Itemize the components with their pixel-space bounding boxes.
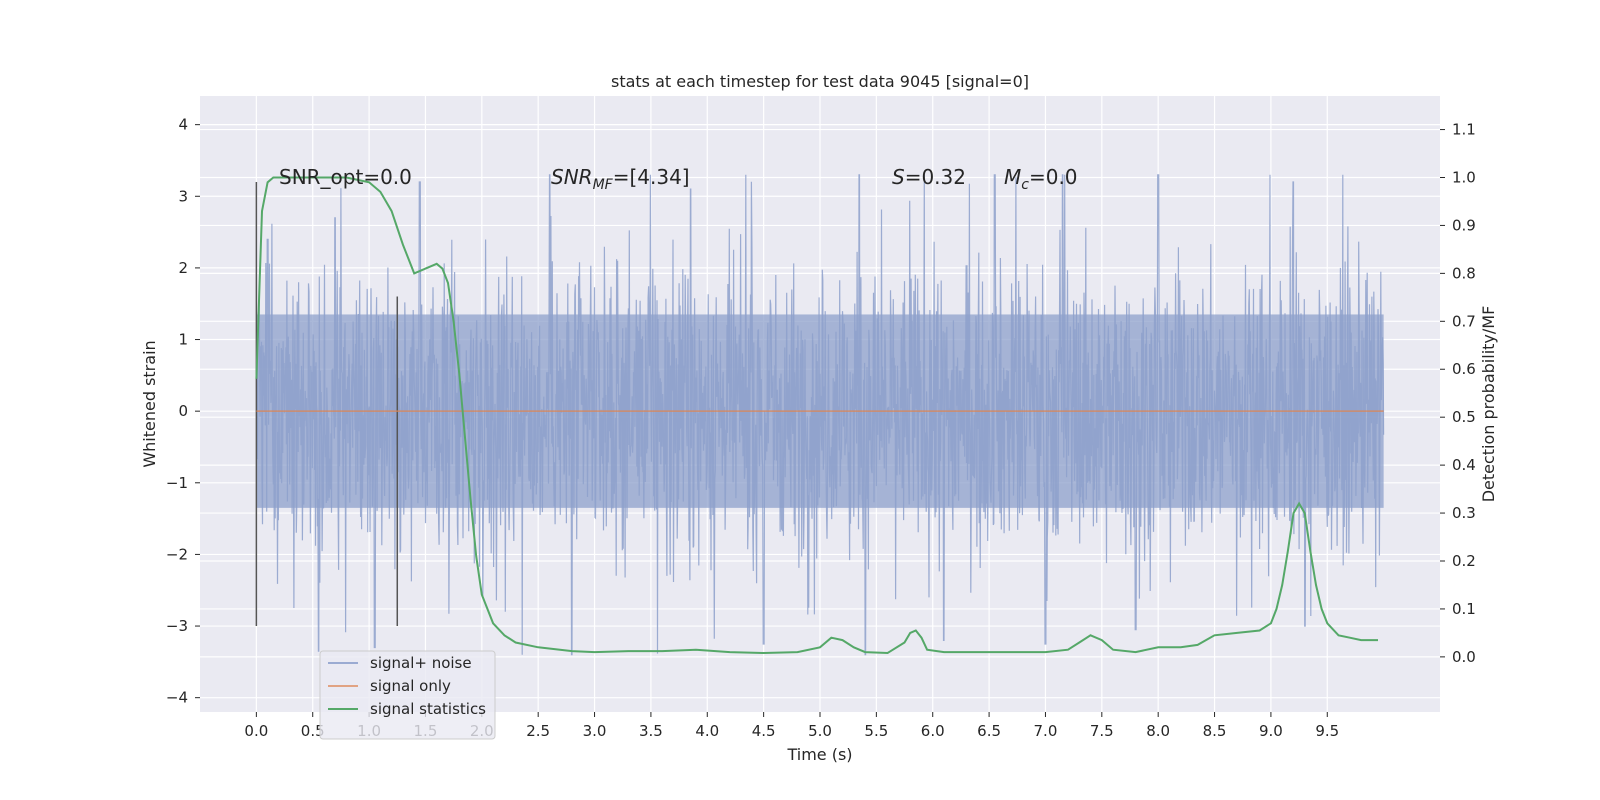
y-tick-label: 4: [178, 116, 188, 134]
y2-axis-label: Detection probability/MF: [1479, 306, 1498, 503]
y2-tick-label: 0.7: [1452, 312, 1476, 330]
legend-box: [319, 650, 496, 740]
y-tick-label: 3: [178, 187, 188, 205]
annotations: SNR_opt=0.0 SNRMF=[4.34] S=0.32 Mc=0.0: [279, 165, 1078, 193]
y-tick-label: −4: [166, 689, 188, 707]
annotation-mc-value: =0.0: [1029, 165, 1078, 189]
y-tick-label: −3: [166, 617, 188, 635]
y2-tick-label: 0.2: [1452, 552, 1476, 570]
y2-tick-label: 0.5: [1452, 408, 1476, 426]
y-tick-label: 0: [178, 402, 188, 420]
y2-tick-label: 1.1: [1452, 121, 1476, 139]
x-tick-label: 2.5: [526, 722, 550, 740]
legend: signal+ noise signal only signal statist…: [319, 650, 496, 740]
signal-statistics-line: [255, 176, 1378, 655]
y-axis-ticks: 4 3 2 1 0 −1 −2 −3 −4: [166, 116, 200, 707]
x-tick-label: 7.5: [1090, 722, 1114, 740]
annotation-snr-mf: SNRMF=[4.34]: [551, 165, 690, 193]
annotation-mc-sub: c: [1021, 177, 1029, 193]
x-axis-label: Time (s): [786, 745, 852, 764]
annotation-mc: Mc=0.0: [1004, 165, 1078, 193]
x-tick-label: 8.0: [1146, 722, 1170, 740]
y-axis-label: Whitened strain: [140, 340, 159, 467]
y-tick-label: −1: [166, 474, 188, 492]
legend-label-signal-only: signal only: [370, 677, 451, 695]
x-tick-label: 4.5: [752, 722, 776, 740]
y2-tick-label: 0.4: [1452, 456, 1476, 474]
x-tick-label: 7.0: [1034, 722, 1058, 740]
x-tick-label: 0.0: [244, 722, 268, 740]
series-signal-statistics: [255, 176, 1378, 655]
annotation-s-value: =0.32: [905, 165, 966, 189]
annotation-mc-main: M: [1004, 165, 1021, 189]
y2-tick-label: 1.0: [1452, 168, 1476, 186]
annotation-s-symbol: S: [892, 165, 905, 189]
annotation-snr-mf-main: SNR: [551, 165, 593, 189]
x-tick-label: 6.5: [977, 722, 1001, 740]
y-tick-label: 2: [178, 259, 188, 277]
x-tick-label: 9.0: [1259, 722, 1283, 740]
x-tick-label: 5.5: [864, 722, 888, 740]
y2-tick-label: 0.1: [1452, 600, 1476, 618]
x-tick-label: 9.5: [1315, 722, 1339, 740]
y-tick-label: 1: [178, 331, 188, 349]
x-tick-label: 8.5: [1203, 722, 1227, 740]
x-tick-label: 6.0: [921, 722, 945, 740]
legend-label-signal-statistics: signal statistics: [370, 700, 486, 718]
annotation-snr-opt: SNR_opt=0.0: [279, 165, 412, 189]
y2-tick-label: 0.8: [1452, 264, 1476, 282]
y2-tick-label: 0.0: [1452, 648, 1476, 666]
y2-tick-label: 0.6: [1452, 360, 1476, 378]
x-tick-label: 3.5: [639, 722, 663, 740]
y2-tick-label: 0.3: [1452, 504, 1476, 522]
y2-tick-label: 0.9: [1452, 216, 1476, 234]
chart-title: stats at each timestep for test data 904…: [611, 72, 1029, 91]
annotation-snr-mf-value: =[4.34]: [613, 165, 690, 189]
y2-axis-ticks: 1.1 1.0 0.9 0.8 0.7 0.6 0.5 0.4 0.3 0.2 0.1 0.0: [1440, 121, 1476, 666]
x-tick-label: 0.5: [301, 722, 325, 740]
x-tick-label: 3.0: [583, 722, 607, 740]
y-tick-label: −2: [166, 545, 188, 563]
event-markers: [255, 181, 399, 627]
annotation-snr-mf-sub: MF: [593, 177, 614, 193]
annotation-s: S=0.32: [892, 165, 966, 189]
x-tick-label: 4.0: [695, 722, 719, 740]
x-tick-label: 5.0: [808, 722, 832, 740]
legend-label-signal-plus-noise: signal+ noise: [370, 654, 472, 672]
